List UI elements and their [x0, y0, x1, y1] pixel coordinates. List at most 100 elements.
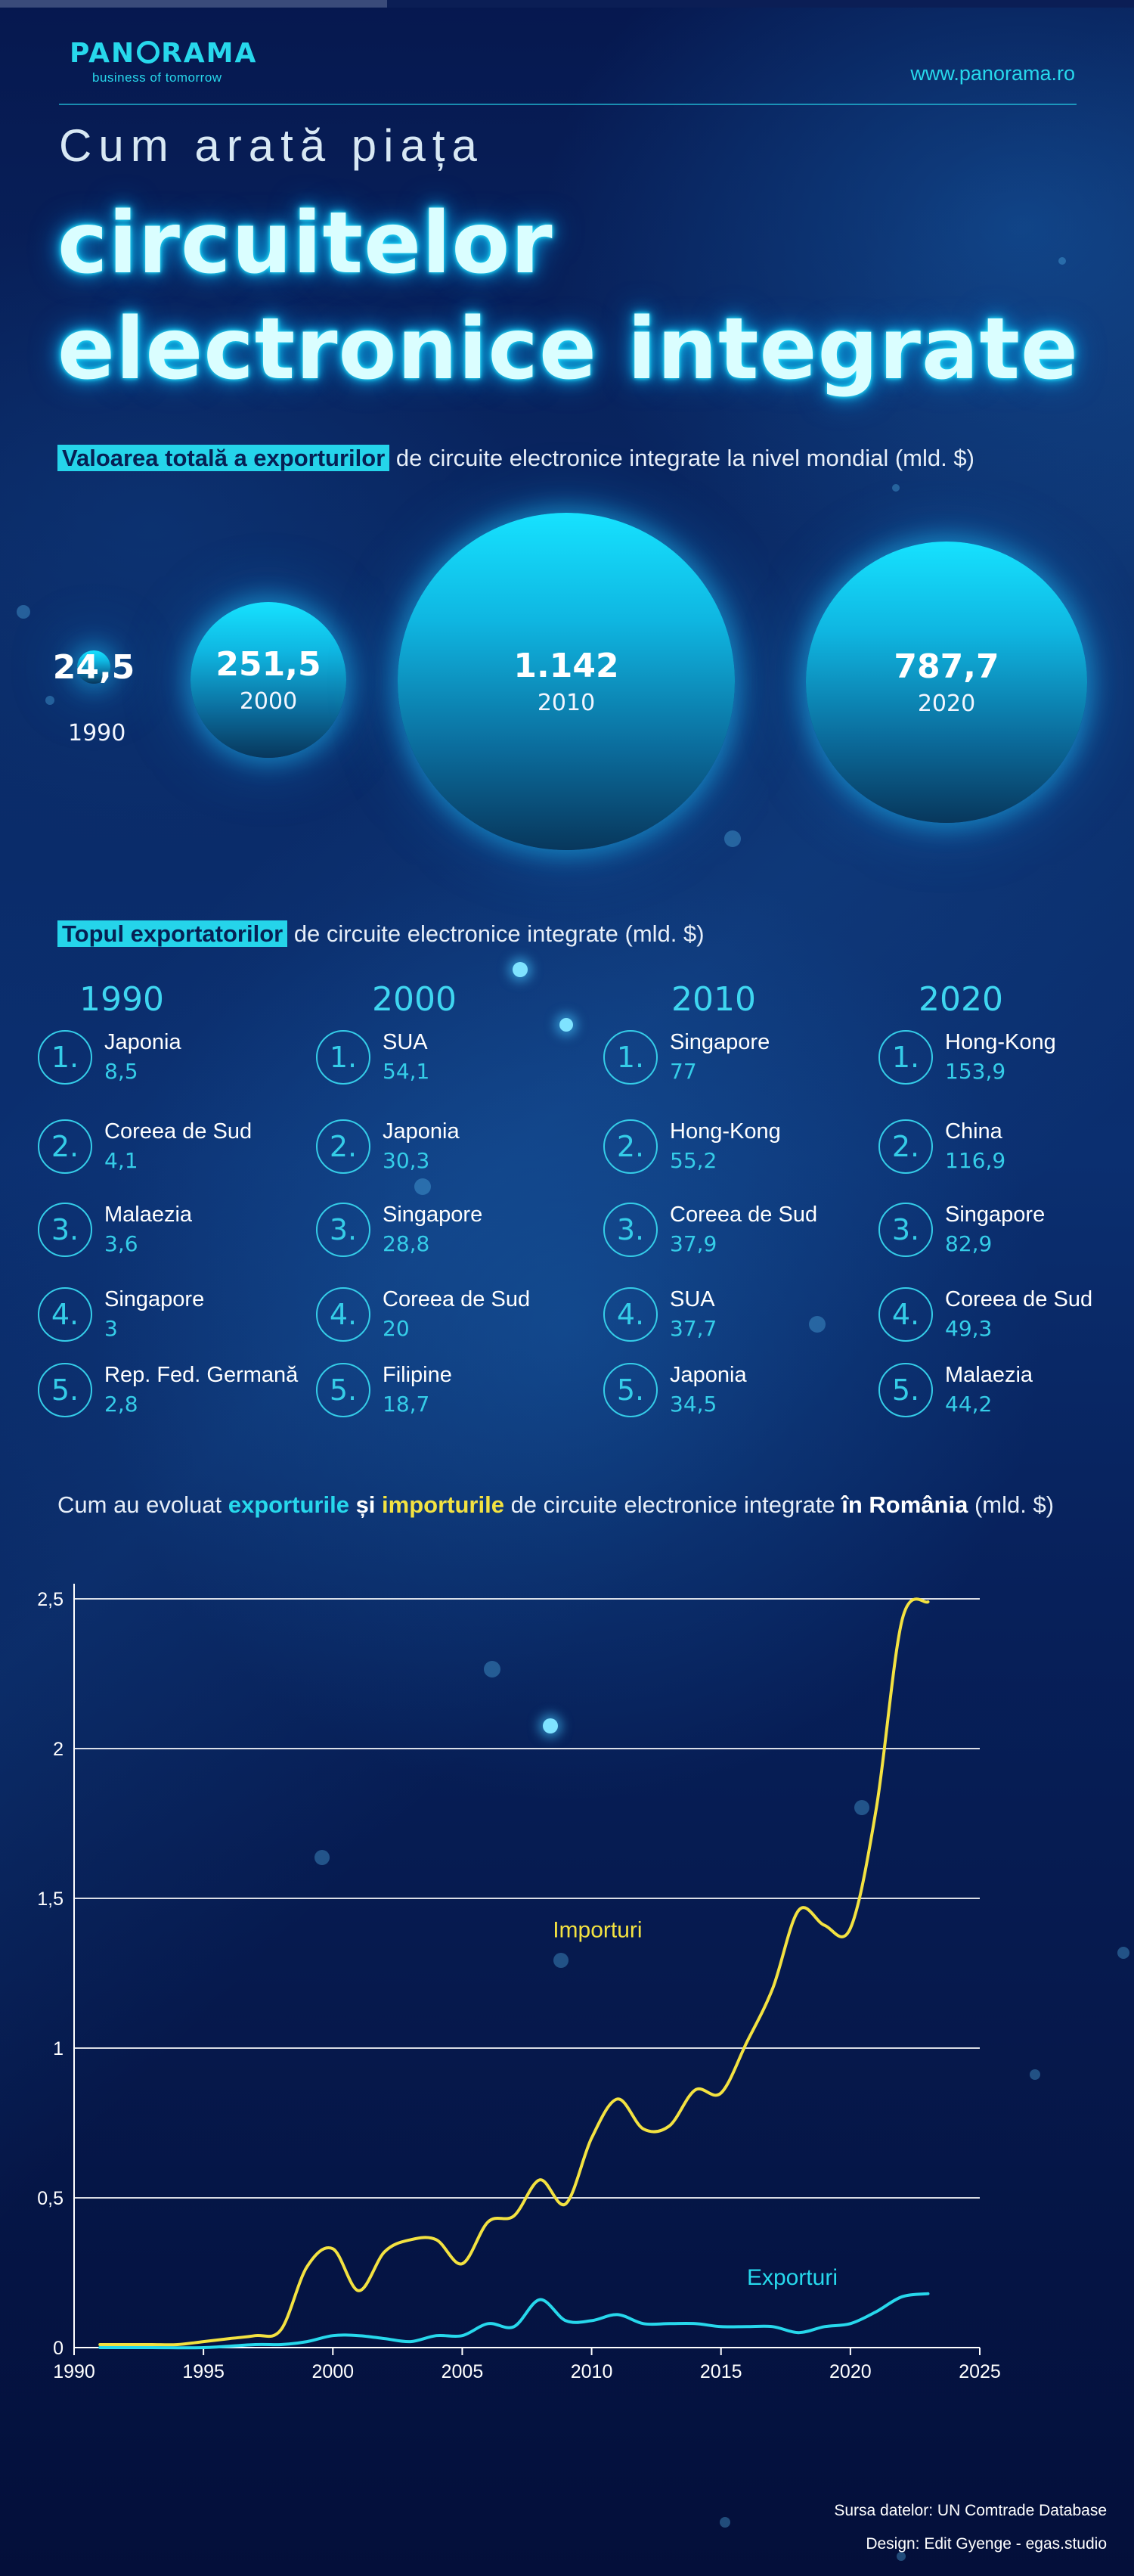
rank-country: Coreea de Sud [104, 1119, 253, 1144]
rank-number-badge: 1. [38, 1030, 92, 1085]
rank-number-badge: 3. [603, 1203, 658, 1257]
title-line-1: circuitelor [57, 194, 553, 293]
rank-country: Coreea de Sud [670, 1203, 818, 1227]
particle [720, 2517, 730, 2528]
rank-number-badge: 5. [38, 1363, 92, 1417]
exports-caption: Valoarea totală a exporturilor de circui… [57, 445, 974, 472]
rank-item: 4. SUA 37,7 [603, 1287, 860, 1355]
rank-item: 3. Singapore 82,9 [878, 1203, 1134, 1271]
bubble-value: 787,7 [894, 647, 999, 686]
rank-number-badge: 4. [316, 1287, 370, 1342]
bubble-circle [806, 542, 1087, 823]
rank-number-badge: 5. [603, 1363, 658, 1417]
rank-value: 8,5 [104, 1059, 138, 1084]
bubble-value: 1.142 [513, 647, 619, 685]
site-url-link[interactable]: www.panorama.ro [910, 62, 1075, 85]
rank-value: 49,3 [945, 1316, 993, 1341]
top-bar-accent [0, 0, 387, 8]
rank-country: China [945, 1119, 1002, 1144]
bubble-year-1990: 1990 [68, 720, 126, 746]
rank-value: 82,9 [945, 1231, 993, 1256]
rank-year-2010: 2010 [671, 980, 756, 1019]
y-tick-label: 2 [53, 1739, 64, 1760]
logo-text-start: PAN [70, 38, 136, 69]
x-tick-label: 2005 [442, 2361, 484, 2382]
rank-item: 1. Japonia 8,5 [38, 1030, 295, 1098]
particle [1117, 1947, 1129, 1959]
rank-country: Singapore [104, 1287, 205, 1311]
rank-number-badge: 2. [38, 1119, 92, 1174]
chart-title-part: (mld. $) [968, 1491, 1055, 1518]
source-credit: Sursa datelor: UN Comtrade Database [834, 2502, 1107, 2519]
rank-number-badge: 3. [878, 1203, 933, 1257]
particle [1058, 257, 1066, 265]
particle [892, 484, 900, 492]
page-title: circuitelor electronice integrate [57, 191, 1079, 402]
rank-number-badge: 5. [878, 1363, 933, 1417]
y-tick-label: 0,5 [37, 2188, 64, 2209]
rank-item: 2. Japonia 30,3 [316, 1119, 573, 1187]
rank-item: 4. Coreea de Sud 49,3 [878, 1287, 1134, 1355]
x-tick-label: 1995 [182, 2361, 225, 2382]
rank-item: 3. Singapore 28,8 [316, 1203, 573, 1271]
top-caption-highlight: Topul exportatorilor [57, 920, 288, 947]
rank-country: Singapore [945, 1203, 1046, 1227]
particle [724, 830, 741, 847]
chart-title: Cum au evoluat exporturile și importuril… [57, 1491, 1054, 1519]
particle [414, 1178, 431, 1195]
x-tick-label: 2025 [959, 2361, 1001, 2382]
logo-o-icon [137, 41, 160, 64]
exports-caption-rest: de circuite electronice integrate la niv… [389, 445, 974, 471]
rank-item: 5. Rep. Fed. Germană 2,8 [38, 1363, 299, 1431]
rank-value: 3 [104, 1316, 118, 1341]
bubble-circle [191, 602, 346, 758]
rank-country: Hong-Kong [945, 1030, 1056, 1054]
rank-country: SUA [670, 1287, 715, 1311]
particle [45, 696, 54, 705]
rank-item: 2. China 116,9 [878, 1119, 1134, 1187]
rank-number-badge: 2. [878, 1119, 933, 1174]
bubble-year: 2020 [917, 691, 976, 717]
particle [553, 1953, 569, 1968]
particle [897, 2552, 906, 2561]
chart-title-romania: în România [841, 1491, 968, 1518]
rank-value: 2,8 [104, 1392, 138, 1417]
brand-logo[interactable]: PAN RAMA business of tomorrow [70, 38, 257, 85]
rank-country: Coreea de Sud [383, 1287, 531, 1311]
rank-country: Japonia [383, 1119, 460, 1144]
rank-number-badge: 2. [316, 1119, 370, 1174]
rank-country: Singapore [670, 1030, 770, 1054]
rank-value: 55,2 [670, 1148, 717, 1173]
rank-item: 3. Coreea de Sud 37,9 [603, 1203, 860, 1271]
particle [559, 1018, 573, 1032]
rank-number-badge: 3. [316, 1203, 370, 1257]
page-subtitle: Cum arată piața [59, 120, 484, 171]
rank-number-badge: 2. [603, 1119, 658, 1174]
rank-country: Singapore [383, 1203, 483, 1227]
y-tick-label: 2,5 [37, 1589, 64, 1610]
rank-number-badge: 4. [603, 1287, 658, 1342]
series-label-exports: Exporturi [747, 2265, 838, 2290]
rank-item: 5. Filipine 18,7 [316, 1363, 573, 1431]
rank-value: 3,6 [104, 1231, 138, 1256]
rank-value: 4,1 [104, 1148, 138, 1173]
rank-value: 116,9 [945, 1148, 1006, 1173]
rank-country: SUA [383, 1030, 428, 1054]
header-divider [59, 104, 1077, 105]
chart-title-part: și [349, 1491, 383, 1518]
top-bar [0, 0, 1134, 8]
rank-value: 37,9 [670, 1231, 717, 1256]
rank-value: 18,7 [383, 1392, 430, 1417]
particle [809, 1316, 826, 1333]
chart-title-imports: importurile [382, 1491, 504, 1518]
rank-number-badge: 1. [603, 1030, 658, 1085]
rank-item: 2. Coreea de Sud 4,1 [38, 1119, 295, 1187]
design-credit: Design: Edit Gyenge - egas.studio [866, 2535, 1107, 2553]
series-line-exports [98, 2292, 930, 2350]
bubble-value: 251,5 [215, 645, 321, 684]
chart-title-part: Cum au evoluat [57, 1491, 228, 1518]
rank-country: Rep. Fed. Germană [104, 1363, 299, 1387]
particle [543, 1718, 558, 1733]
logo-wordmark: PAN RAMA [70, 38, 257, 69]
